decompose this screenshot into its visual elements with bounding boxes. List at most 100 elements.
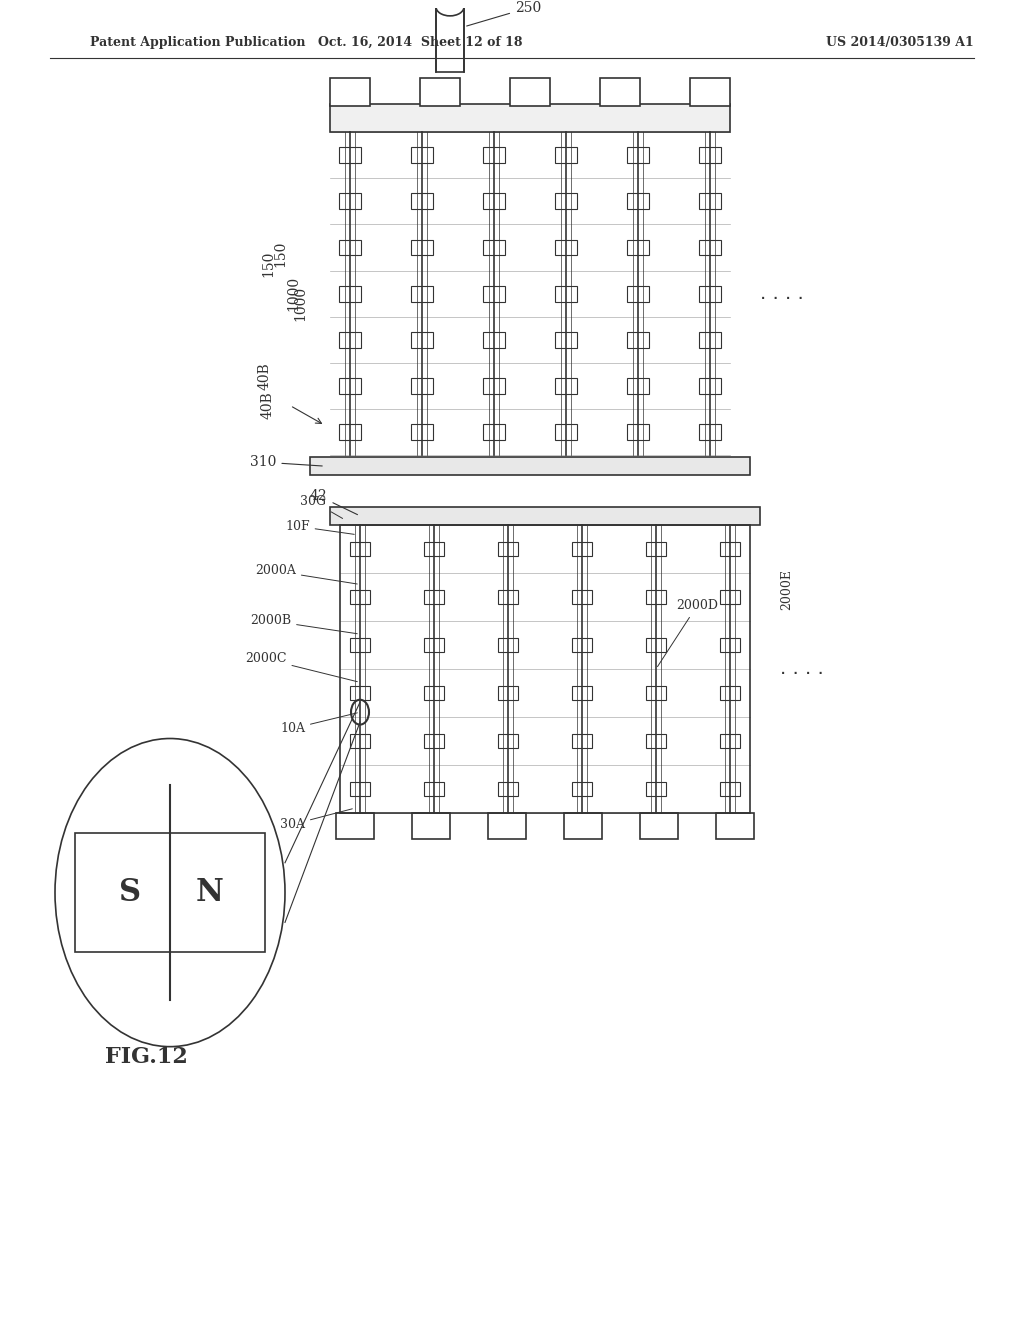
Bar xyxy=(572,590,592,603)
Bar xyxy=(646,734,666,748)
Text: 2000E: 2000E xyxy=(780,569,793,610)
Text: 310: 310 xyxy=(250,455,323,469)
Bar xyxy=(646,590,666,603)
Bar xyxy=(640,813,678,840)
Bar xyxy=(424,638,444,652)
Bar xyxy=(483,194,505,210)
Bar xyxy=(627,240,649,256)
Bar xyxy=(572,638,592,652)
Text: FIG.12: FIG.12 xyxy=(105,1045,187,1068)
Bar xyxy=(627,331,649,347)
Bar xyxy=(572,543,592,556)
Bar xyxy=(720,638,740,652)
Bar xyxy=(699,331,721,347)
Bar xyxy=(555,331,577,347)
Bar xyxy=(336,813,374,840)
Bar xyxy=(646,686,666,700)
Bar xyxy=(720,543,740,556)
Bar xyxy=(339,424,361,440)
Bar xyxy=(572,734,592,748)
Bar xyxy=(339,331,361,347)
Bar xyxy=(720,734,740,748)
Bar xyxy=(411,240,433,256)
Text: 150: 150 xyxy=(273,240,287,267)
Bar xyxy=(424,734,444,748)
Bar xyxy=(424,781,444,796)
Text: 2000B: 2000B xyxy=(250,614,357,634)
Bar xyxy=(510,78,550,107)
Bar xyxy=(411,285,433,302)
Text: 2000A: 2000A xyxy=(255,565,357,583)
Bar xyxy=(627,194,649,210)
Text: 10A: 10A xyxy=(280,713,357,735)
Text: N: N xyxy=(196,876,224,908)
Bar xyxy=(646,638,666,652)
Bar xyxy=(699,148,721,164)
Text: S: S xyxy=(119,876,141,908)
Bar xyxy=(488,813,526,840)
Bar xyxy=(411,194,433,210)
Bar xyxy=(720,590,740,603)
Bar xyxy=(350,781,370,796)
Bar xyxy=(339,378,361,393)
Bar xyxy=(339,194,361,210)
Bar xyxy=(310,457,750,475)
Ellipse shape xyxy=(436,0,464,16)
Bar xyxy=(339,285,361,302)
Bar xyxy=(424,543,444,556)
Bar xyxy=(555,194,577,210)
Bar xyxy=(720,781,740,796)
Bar xyxy=(330,104,730,132)
Bar xyxy=(498,734,518,748)
Bar xyxy=(699,240,721,256)
Bar xyxy=(646,781,666,796)
Bar xyxy=(555,240,577,256)
Bar xyxy=(555,378,577,393)
Bar xyxy=(411,331,433,347)
Bar xyxy=(498,590,518,603)
Bar xyxy=(424,686,444,700)
Bar xyxy=(411,148,433,164)
Bar xyxy=(600,78,640,107)
Bar xyxy=(411,424,433,440)
Bar xyxy=(339,240,361,256)
Bar xyxy=(350,590,370,603)
Text: Oct. 16, 2014  Sheet 12 of 18: Oct. 16, 2014 Sheet 12 of 18 xyxy=(317,36,522,49)
Text: 42: 42 xyxy=(310,488,357,515)
Bar xyxy=(498,686,518,700)
Text: 1000: 1000 xyxy=(293,286,307,321)
Text: 2000C: 2000C xyxy=(245,652,357,681)
Bar xyxy=(555,424,577,440)
Bar xyxy=(424,590,444,603)
Bar xyxy=(330,507,760,525)
Bar xyxy=(412,813,450,840)
Bar xyxy=(483,378,505,393)
Text: . . . .: . . . . xyxy=(760,284,804,304)
Bar xyxy=(498,781,518,796)
Bar xyxy=(339,148,361,164)
Bar xyxy=(483,240,505,256)
Bar xyxy=(572,686,592,700)
Bar xyxy=(699,378,721,393)
Bar xyxy=(483,424,505,440)
Bar xyxy=(716,813,754,840)
Bar xyxy=(411,378,433,393)
Bar xyxy=(330,78,370,107)
Text: 2000D: 2000D xyxy=(657,599,718,667)
Bar xyxy=(564,813,602,840)
Text: 1000: 1000 xyxy=(286,276,300,312)
Bar xyxy=(572,781,592,796)
Bar xyxy=(627,424,649,440)
Text: 10F: 10F xyxy=(285,520,354,535)
Bar xyxy=(350,734,370,748)
Bar xyxy=(483,148,505,164)
Bar xyxy=(646,543,666,556)
Text: 40B: 40B xyxy=(261,392,275,420)
Bar xyxy=(498,638,518,652)
Text: 30G: 30G xyxy=(300,495,343,519)
Text: 250: 250 xyxy=(467,1,542,26)
Bar xyxy=(483,285,505,302)
Bar xyxy=(699,194,721,210)
Text: 40B: 40B xyxy=(258,362,272,389)
Bar xyxy=(350,638,370,652)
